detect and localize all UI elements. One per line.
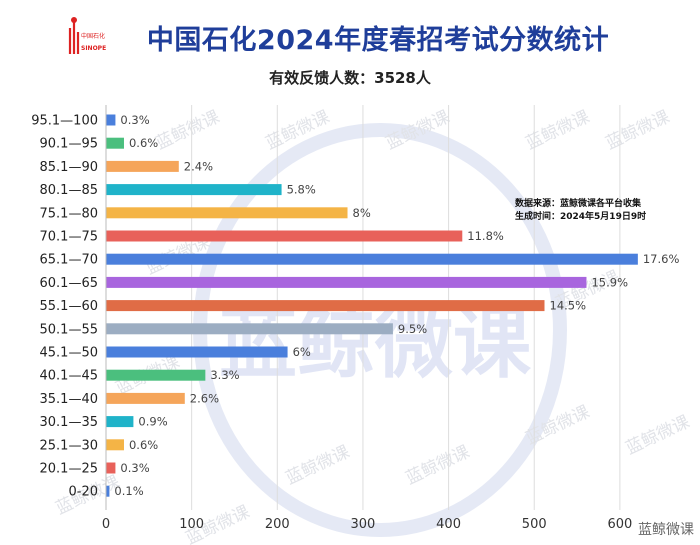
x-tick-label: 400 — [436, 517, 461, 532]
bar — [106, 184, 282, 196]
x-tick-label: 300 — [351, 517, 376, 532]
watermark-main: 蓝鲸微课 — [219, 299, 532, 389]
y-category-label: 85.1—90 — [40, 160, 99, 175]
data-label: 17.6% — [643, 252, 680, 266]
bottom-watermark: 蓝鲸微课 — [638, 522, 694, 538]
data-source-line: 数据来源：蓝鲸微课各平台收集 — [515, 199, 642, 209]
bar — [106, 416, 134, 428]
axis-layer: 0 100 200 300 400 500 600 95.1—100 0.3% 90.1—95 0.… — [31, 105, 679, 532]
x-tick-label: 0 — [102, 517, 110, 532]
data-label: 0.3% — [120, 113, 149, 127]
y-category-label: 25.1—30 — [40, 438, 99, 453]
data-label: 2.4% — [184, 159, 213, 173]
y-category-label: 80.1—85 — [40, 183, 99, 198]
y-category-label: 40.1—45 — [40, 369, 99, 384]
data-label: 11.8% — [467, 229, 504, 243]
y-category-label: 20.1—25 — [40, 462, 99, 477]
watermark-small: 蓝鲸微课 — [603, 107, 673, 154]
svg-text:SINOPEC: SINOPEC — [81, 45, 106, 52]
data-label: 0.6% — [129, 136, 158, 150]
y-category-label: 45.1—50 — [40, 346, 99, 361]
y-category-label: 55.1—60 — [40, 299, 99, 314]
bar — [106, 207, 348, 219]
generated-time-line: 生成时间：2024年5月19日9时 — [515, 212, 647, 222]
bar — [106, 392, 185, 404]
sinopec-logo: 中国石化 SINOPEC — [62, 14, 106, 60]
bar — [106, 160, 179, 172]
watermark-small: 蓝鲸微课 — [523, 107, 593, 154]
bar — [106, 346, 288, 358]
data-label: 0.6% — [129, 438, 158, 452]
bar — [106, 462, 116, 474]
watermark-small: 蓝鲸微课 — [623, 412, 693, 459]
data-label: 8% — [353, 206, 371, 220]
watermark-small: 蓝鲸微课 — [153, 107, 223, 154]
y-category-label: 75.1—80 — [40, 206, 99, 221]
watermark-small: 蓝鲸微课 — [523, 402, 593, 449]
data-label: 0.3% — [120, 461, 149, 475]
y-category-label: 30.1—35 — [40, 415, 99, 430]
bar — [106, 230, 463, 242]
data-label: 9.5% — [398, 322, 427, 336]
bar — [106, 300, 545, 312]
data-label: 5.8% — [287, 183, 316, 197]
bar — [106, 485, 110, 497]
y-category-label: 65.1—70 — [40, 253, 99, 268]
bar — [106, 114, 116, 126]
data-label: 2.6% — [190, 391, 219, 405]
x-tick-label: 100 — [179, 517, 204, 532]
y-category-label: 90.1—95 — [40, 137, 99, 152]
page-title: 中国石化2024年度春招考试分数统计 — [146, 25, 610, 56]
data-label: 3.3% — [210, 368, 239, 382]
bar — [106, 137, 124, 149]
watermark-small: 蓝鲸微课 — [283, 442, 353, 489]
y-category-label: 60.1—65 — [40, 276, 99, 291]
bar — [106, 369, 206, 381]
data-label: 6% — [293, 345, 311, 359]
y-category-label: 50.1—55 — [40, 322, 99, 337]
x-tick-label: 200 — [265, 517, 290, 532]
data-label: 0.9% — [138, 415, 167, 429]
bar-layer — [106, 114, 638, 497]
y-category-label: 0-20 — [68, 485, 98, 500]
data-label: 0.1% — [114, 484, 143, 498]
y-category-label: 70.1—75 — [40, 230, 99, 245]
bar — [106, 439, 124, 451]
y-category-label: 35.1—40 — [40, 392, 99, 407]
bar — [106, 276, 587, 288]
data-label: 15.9% — [591, 275, 628, 289]
y-category-label: 95.1—100 — [31, 114, 98, 129]
data-source-note: 数据来源：蓝鲸微课各平台收集 生成时间：2024年5月19日9时 — [515, 198, 646, 224]
watermark-small: 蓝鲸微课 — [403, 442, 473, 489]
data-label: 14.5% — [550, 299, 587, 313]
bar — [106, 323, 393, 335]
svg-text:中国石化: 中国石化 — [81, 32, 105, 40]
x-tick-label: 500 — [522, 517, 547, 532]
x-tick-label: 600 — [607, 517, 632, 532]
bar — [106, 253, 638, 265]
page-subtitle: 有效反馈人数：3528人 — [269, 69, 431, 87]
